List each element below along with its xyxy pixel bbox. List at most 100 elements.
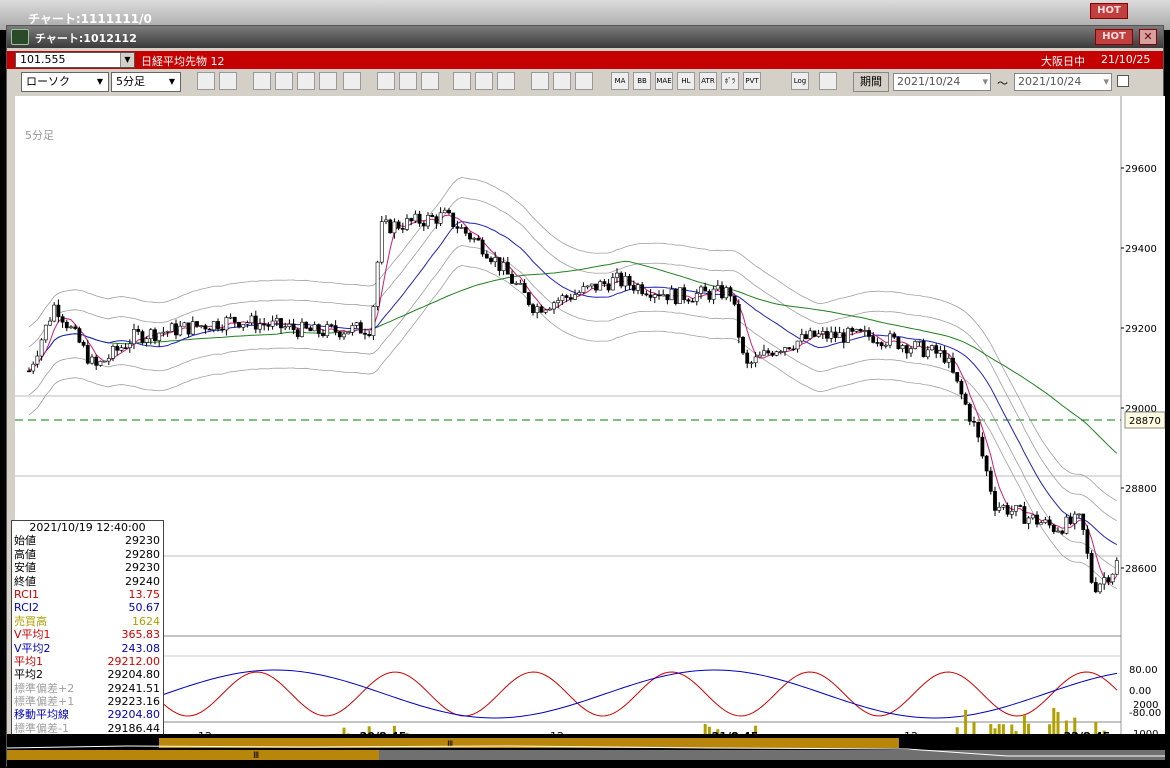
candle-body xyxy=(120,348,123,351)
candle-body xyxy=(313,325,316,331)
candle-body xyxy=(267,325,270,326)
candle-body xyxy=(876,342,879,343)
info-row-value: 1624 xyxy=(132,615,160,628)
candle-body xyxy=(74,327,77,329)
wrench-icon[interactable] xyxy=(553,72,571,90)
indicator-button[interactable]: BB xyxy=(633,72,651,90)
rci-axis-label: 0.00 xyxy=(1129,686,1151,697)
period-checkbox[interactable] xyxy=(1117,75,1129,87)
indicator-button[interactable]: Log xyxy=(791,72,809,90)
candle-body xyxy=(137,329,140,331)
cursor-icon[interactable] xyxy=(399,72,417,90)
indicator-button[interactable]: ATR xyxy=(699,72,717,90)
candle-body xyxy=(473,238,476,239)
search-icon[interactable] xyxy=(275,72,293,90)
all-icon[interactable] xyxy=(497,72,515,90)
candle-body xyxy=(183,323,186,326)
candle-body xyxy=(922,341,925,357)
chevron-down-icon[interactable]: ▼ xyxy=(120,53,134,67)
pencil-icon[interactable] xyxy=(377,72,395,90)
candle-body xyxy=(859,329,862,331)
candle-body xyxy=(905,346,908,354)
candle-body xyxy=(494,258,497,262)
gear-icon[interactable] xyxy=(531,72,549,90)
indicator-button[interactable]: MA xyxy=(611,72,629,90)
candle-body xyxy=(1048,520,1051,525)
text-icon[interactable] xyxy=(343,72,361,90)
zoom-in-icon[interactable] xyxy=(197,72,215,90)
candle-body xyxy=(363,333,366,334)
candle-alt-icon[interactable] xyxy=(475,72,493,90)
candle-body xyxy=(1082,514,1085,530)
info-row-label: 平均1 xyxy=(14,655,43,668)
candle-body xyxy=(1044,520,1047,523)
candle-body xyxy=(355,323,358,326)
indicator-button[interactable]: HL xyxy=(677,72,695,90)
candle-body xyxy=(174,324,177,335)
candle-body xyxy=(1069,517,1072,523)
candle-body xyxy=(926,350,929,357)
candle-body xyxy=(573,295,576,300)
candle-body xyxy=(195,321,198,326)
undo-icon[interactable] xyxy=(421,72,439,90)
candle-body xyxy=(561,296,564,301)
candle-body xyxy=(477,238,480,240)
date-from-input[interactable]: 2021/10/24 ▾ xyxy=(893,73,991,91)
navigator-scroll-thumb[interactable] xyxy=(7,750,379,760)
period-button[interactable]: 期間 xyxy=(853,72,889,92)
indicator-button[interactable]: MAE xyxy=(655,72,673,90)
candle-body xyxy=(204,326,207,329)
info-row-label: 高値 xyxy=(14,548,36,561)
background-hot-button[interactable]: HOT xyxy=(1090,3,1128,19)
candle-body xyxy=(1090,553,1093,582)
calendar-icon[interactable]: ▾ xyxy=(1103,74,1109,90)
date-to-input[interactable]: 2021/10/24 ▾ xyxy=(1014,73,1112,91)
candle-body xyxy=(842,333,845,343)
symbol-code-input[interactable]: 101.555 ▼ xyxy=(15,52,135,68)
info-row-value: 29204.80 xyxy=(108,708,161,721)
indicator-button[interactable]: ﾎﾞﾗ xyxy=(721,72,739,90)
candle-body xyxy=(632,285,635,290)
candle-body xyxy=(1077,514,1080,515)
window-titlebar[interactable]: チャート:1012112 HOT ✕ xyxy=(7,26,1163,48)
candle-body xyxy=(515,283,518,284)
candle-body xyxy=(485,254,488,258)
bar-grid-icon[interactable] xyxy=(297,72,315,90)
candle-icon[interactable] xyxy=(453,72,471,90)
scale-icon[interactable] xyxy=(219,72,237,90)
candle-body xyxy=(279,318,282,327)
candle-body xyxy=(615,273,618,277)
price-chart-canvas[interactable]: 2960029400292002900028800286002887080.00… xyxy=(15,96,1165,768)
candle-body xyxy=(271,321,274,326)
candle-body xyxy=(263,324,266,325)
candle-body xyxy=(901,346,904,349)
candle-body xyxy=(86,345,89,363)
candle-body xyxy=(569,298,572,300)
candle-body xyxy=(443,210,446,213)
candle-body xyxy=(855,329,858,331)
candle-body xyxy=(1103,578,1106,584)
palette-icon[interactable] xyxy=(575,72,593,90)
hot-button[interactable]: HOT xyxy=(1095,29,1133,45)
candle-body xyxy=(502,262,505,270)
candle-body xyxy=(741,337,744,353)
chart-navigator[interactable]: Ⅲ Ⅲ xyxy=(7,734,1165,768)
info-row-label: RCI1 xyxy=(14,588,39,601)
export-icon[interactable] xyxy=(819,72,837,90)
candle-body xyxy=(292,324,295,330)
candle-body xyxy=(1073,514,1076,523)
candle-body xyxy=(372,306,375,335)
candle-body xyxy=(141,332,144,343)
navigator-track[interactable] xyxy=(379,750,1165,760)
candle-body xyxy=(628,276,631,285)
indicator-button[interactable]: PVT xyxy=(743,72,761,90)
crosshair-icon[interactable] xyxy=(319,72,337,90)
candle-body xyxy=(540,307,543,313)
close-button[interactable]: ✕ xyxy=(1139,29,1157,45)
calendar-icon[interactable]: ▾ xyxy=(982,74,988,90)
candle-body xyxy=(334,326,337,332)
arrow-down-icon[interactable] xyxy=(253,72,271,90)
info-row-label: 標準偏差+2 xyxy=(14,682,74,695)
candle-body xyxy=(506,262,509,274)
